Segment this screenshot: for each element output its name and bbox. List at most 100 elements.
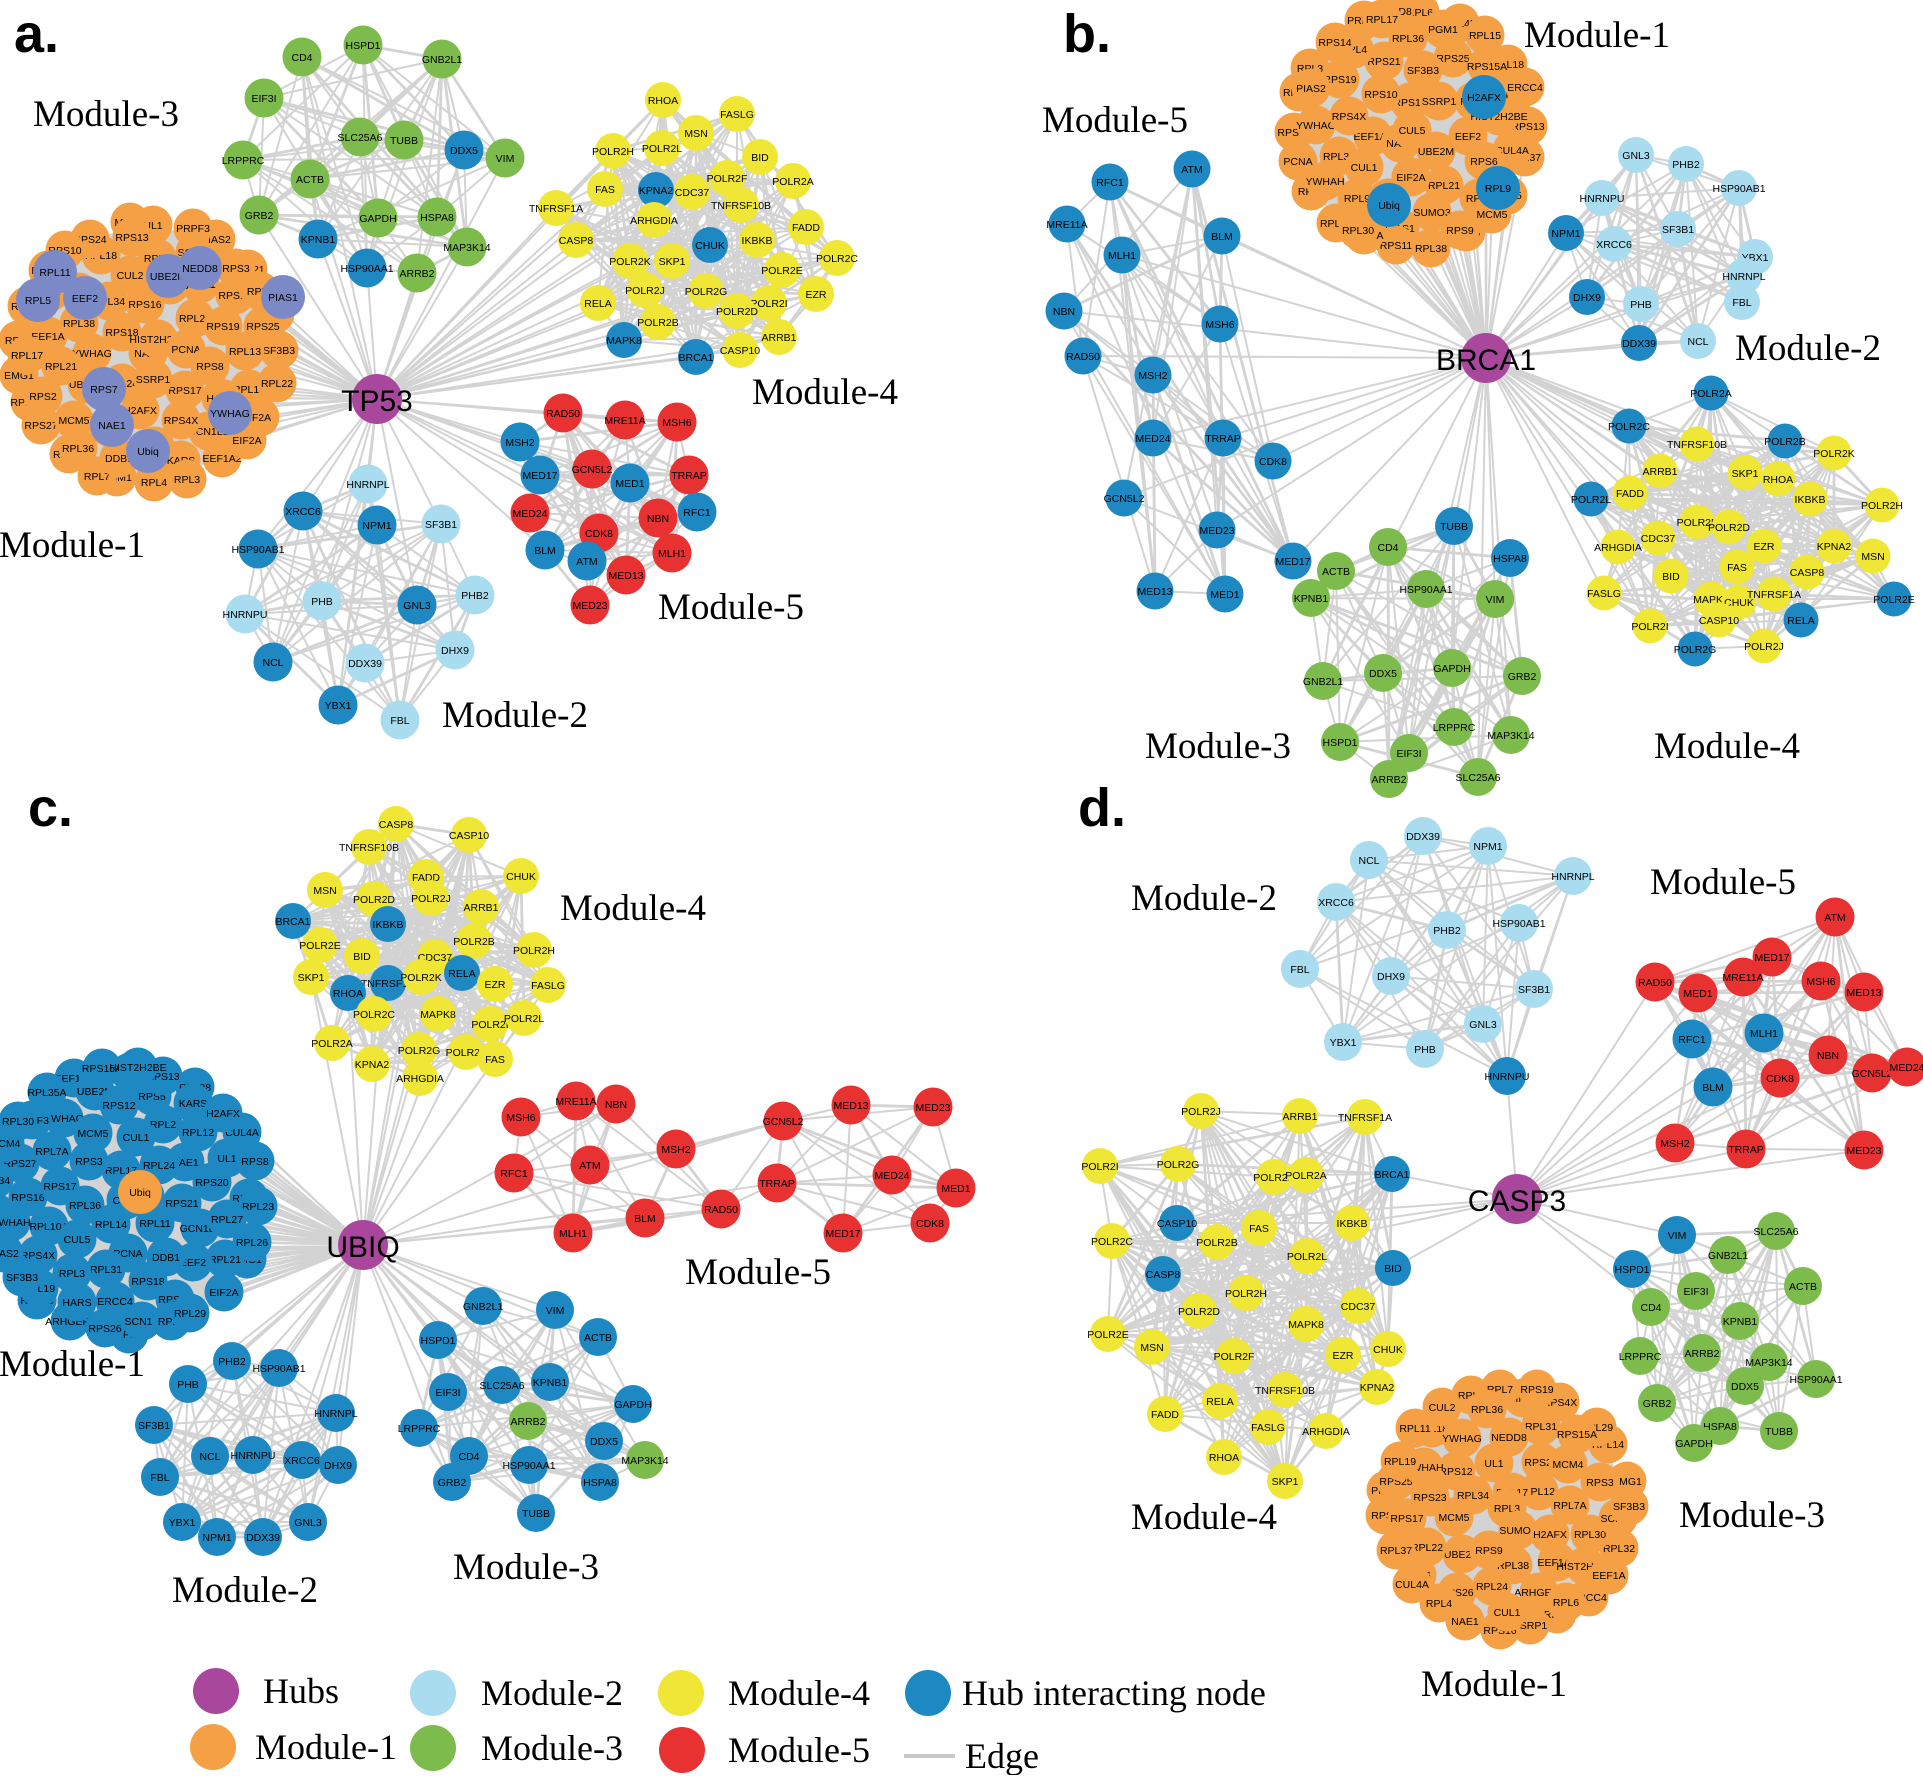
- svg-text:MSN: MSN: [313, 885, 336, 897]
- svg-text:NPM1: NPM1: [1551, 228, 1580, 240]
- svg-text:HSP90AA1: HSP90AA1: [1789, 1374, 1842, 1386]
- svg-text:SF3B3: SF3B3: [263, 345, 295, 357]
- svg-text:a.: a.: [14, 4, 59, 64]
- svg-text:HSP90AB1: HSP90AB1: [231, 544, 284, 556]
- svg-text:KPNB1: KPNB1: [1294, 593, 1329, 605]
- svg-text:c.: c.: [28, 778, 73, 838]
- svg-text:H2AFX: H2AFX: [1533, 1529, 1567, 1541]
- svg-text:NBN: NBN: [647, 513, 669, 525]
- svg-text:EIF3I: EIF3I: [251, 93, 276, 105]
- svg-text:SLC25A6: SLC25A6: [480, 1380, 525, 1392]
- svg-text:PHB: PHB: [1630, 299, 1652, 311]
- svg-text:RFC1: RFC1: [1678, 1034, 1706, 1046]
- svg-text:XRCC6: XRCC6: [1318, 897, 1354, 909]
- svg-text:SF3B3: SF3B3: [1613, 1501, 1645, 1513]
- svg-text:POLR2B: POLR2B: [1764, 436, 1805, 448]
- svg-text:FAS: FAS: [1249, 1223, 1269, 1235]
- svg-text:RPL36: RPL36: [62, 443, 94, 455]
- svg-text:CASP8: CASP8: [379, 819, 414, 831]
- svg-text:ARRB2: ARRB2: [1684, 1348, 1719, 1360]
- svg-text:BRCA1: BRCA1: [1436, 344, 1536, 377]
- svg-text:RELA: RELA: [1787, 615, 1814, 627]
- svg-text:CD4: CD4: [1640, 1302, 1661, 1314]
- svg-text:H2AFX: H2AFX: [206, 1108, 240, 1120]
- svg-text:RPS8: RPS8: [196, 361, 224, 373]
- svg-text:RPS4X: RPS4X: [164, 415, 198, 427]
- svg-text:PHB: PHB: [1414, 1044, 1436, 1056]
- svg-text:PRPF3: PRPF3: [176, 223, 210, 235]
- svg-text:DDX39: DDX39: [348, 658, 382, 670]
- svg-text:MSH6: MSH6: [1205, 319, 1234, 331]
- svg-text:POLR2I: POLR2I: [1631, 621, 1668, 633]
- svg-text:POLR2C: POLR2C: [1091, 1236, 1133, 1248]
- svg-text:RPL32: RPL32: [1603, 1543, 1635, 1555]
- svg-text:ARHGDIA: ARHGDIA: [630, 215, 678, 227]
- svg-text:MAPK8: MAPK8: [1288, 1319, 1324, 1331]
- svg-text:TRRAP: TRRAP: [671, 470, 707, 482]
- svg-text:TNFRSF1A: TNFRSF1A: [1747, 589, 1801, 601]
- svg-text:RPL24: RPL24: [143, 1160, 175, 1172]
- svg-text:NBN: NBN: [1053, 306, 1075, 318]
- svg-text:MED23: MED23: [1846, 1145, 1881, 1157]
- svg-text:POLR2J: POLR2J: [625, 285, 665, 297]
- svg-text:EIF3I: EIF3I: [1396, 748, 1421, 760]
- svg-text:SSRP1: SSRP1: [1422, 96, 1457, 108]
- svg-text:RPL14: RPL14: [95, 1219, 127, 1231]
- svg-text:RPS3: RPS3: [75, 1156, 103, 1168]
- svg-text:ACTB: ACTB: [1322, 566, 1350, 578]
- svg-text:MAP3K14: MAP3K14: [1487, 730, 1534, 742]
- svg-text:POLR2F: POLR2F: [1214, 1351, 1255, 1363]
- svg-text:RPS16: RPS16: [11, 1192, 44, 1204]
- svg-text:MCM5: MCM5: [59, 415, 90, 427]
- svg-text:RPL36: RPL36: [1471, 1404, 1503, 1416]
- svg-text:PHB2: PHB2: [218, 1356, 246, 1368]
- svg-text:HNRNPL: HNRNPL: [314, 1408, 357, 1420]
- svg-text:FAS: FAS: [485, 1054, 505, 1066]
- svg-text:PGM1: PGM1: [1428, 24, 1458, 36]
- svg-text:POLR2G: POLR2G: [1674, 644, 1717, 656]
- svg-text:YWHAG: YWHAG: [1442, 1433, 1482, 1445]
- svg-text:POLR2B: POLR2B: [1196, 1237, 1237, 1249]
- svg-text:Module-5: Module-5: [1042, 100, 1188, 141]
- svg-text:HSPD1: HSPD1: [420, 1335, 455, 1347]
- svg-text:NPM1: NPM1: [202, 1532, 231, 1544]
- svg-text:GNL3: GNL3: [1469, 1019, 1497, 1031]
- svg-text:CASP8: CASP8: [1790, 567, 1825, 579]
- svg-text:Module-4: Module-4: [752, 372, 898, 413]
- svg-text:CD4: CD4: [291, 52, 312, 64]
- svg-text:HNRNPU: HNRNPU: [223, 609, 268, 621]
- svg-text:POLR2G: POLR2G: [685, 286, 728, 298]
- svg-text:FBL: FBL: [150, 1472, 169, 1484]
- svg-text:RPL17: RPL17: [1366, 14, 1398, 26]
- svg-text:FADD: FADD: [792, 222, 820, 234]
- svg-text:CUL2: CUL2: [1429, 1402, 1456, 1414]
- svg-text:MSN: MSN: [684, 128, 707, 140]
- svg-text:MSH6: MSH6: [662, 417, 691, 429]
- svg-text:TUBB: TUBB: [390, 135, 418, 147]
- svg-text:MAP3K14: MAP3K14: [443, 242, 490, 254]
- svg-text:TNFRSF1A: TNFRSF1A: [1338, 1112, 1392, 1124]
- svg-text:RPL38: RPL38: [63, 318, 95, 330]
- svg-text:RPS9: RPS9: [1475, 1545, 1503, 1557]
- svg-text:MED23: MED23: [572, 600, 607, 612]
- svg-text:ATM: ATM: [576, 556, 597, 568]
- svg-text:CASP10: CASP10: [1157, 1218, 1197, 1230]
- svg-text:Module-1: Module-1: [1421, 1664, 1567, 1705]
- svg-text:FADD: FADD: [1151, 1409, 1179, 1421]
- svg-text:PHB: PHB: [177, 1379, 199, 1391]
- svg-text:ARRB1: ARRB1: [1642, 466, 1677, 478]
- svg-text:RPS10: RPS10: [1364, 89, 1397, 101]
- svg-text:NCL: NCL: [262, 657, 283, 669]
- svg-text:ACTB: ACTB: [1789, 1281, 1817, 1293]
- svg-text:MED13: MED13: [608, 570, 643, 582]
- svg-text:YWHAG: YWHAG: [210, 408, 250, 420]
- svg-text:CDK8: CDK8: [585, 528, 613, 540]
- svg-text:GCN5L2: GCN5L2: [1104, 493, 1145, 505]
- svg-text:TRRAP: TRRAP: [1728, 1144, 1764, 1156]
- svg-text:CUL2: CUL2: [117, 270, 144, 282]
- svg-text:Module-1: Module-1: [1524, 15, 1670, 56]
- svg-text:HSPD1: HSPD1: [1322, 737, 1357, 749]
- svg-text:FADD: FADD: [1616, 488, 1644, 500]
- svg-text:HSP90AA1: HSP90AA1: [340, 263, 393, 275]
- svg-text:RHOA: RHOA: [648, 95, 678, 107]
